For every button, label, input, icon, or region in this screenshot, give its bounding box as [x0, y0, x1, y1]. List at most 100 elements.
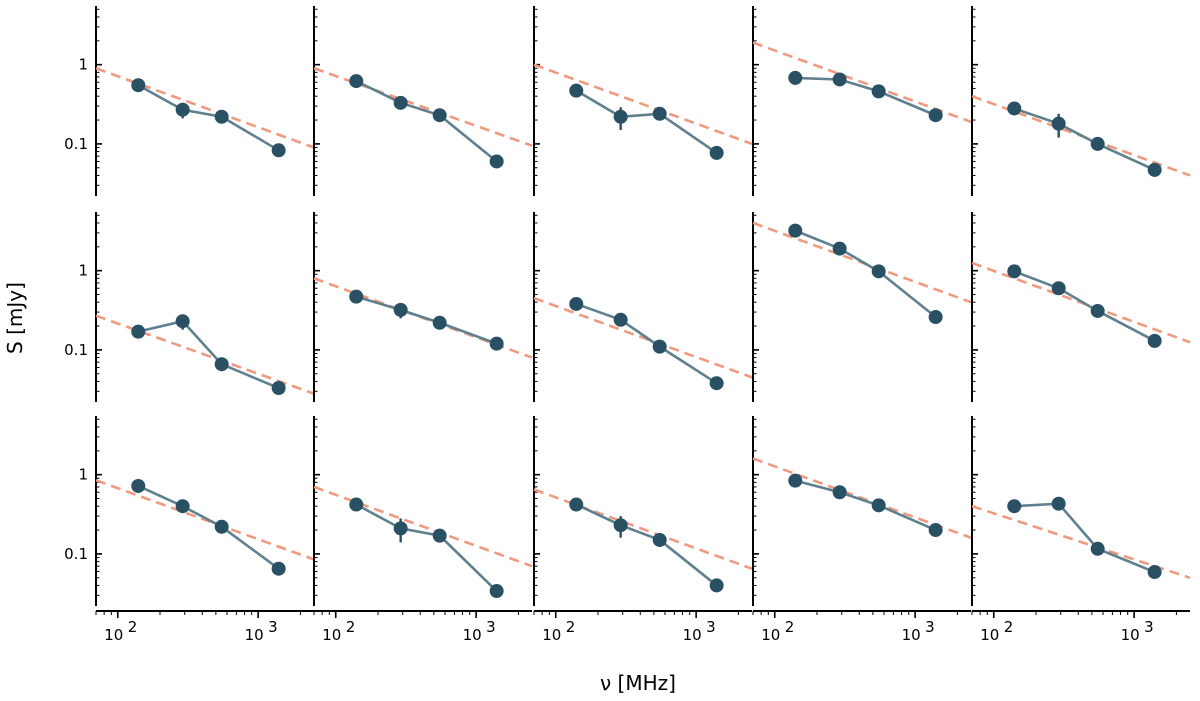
- flux-point: [569, 497, 584, 512]
- x-tick-label: 10: [1121, 626, 1140, 644]
- flux-point: [489, 584, 504, 599]
- flux-point: [432, 528, 447, 543]
- flux-point: [871, 264, 886, 279]
- spectrum-panel: [533, 212, 753, 402]
- flux-point: [788, 473, 803, 488]
- flux-point: [131, 324, 146, 339]
- y-tick-label: 0.1: [64, 545, 88, 563]
- y-tick-label: 1: [78, 56, 88, 74]
- flux-point: [928, 523, 943, 538]
- flux-series-line: [795, 76, 937, 117]
- spectrum-panel: [971, 212, 1191, 402]
- flux-series-line: [575, 503, 718, 587]
- spectrum-panel: [313, 6, 533, 196]
- power-law-fit-line: [313, 485, 533, 568]
- flux-series-line: [355, 295, 498, 345]
- x-tick-label: 10: [104, 626, 123, 644]
- flux-series-line: [355, 503, 498, 592]
- spectrum-panel: [313, 212, 533, 402]
- flux-series-line: [355, 79, 498, 163]
- flux-series-line: [575, 89, 718, 154]
- x-tick-exponent: 2: [128, 618, 138, 636]
- x-tick-exponent: 3: [706, 618, 716, 636]
- power-law-fit-line: [95, 67, 315, 149]
- x-tick-label: 10: [463, 626, 482, 644]
- flux-point: [432, 108, 447, 123]
- x-tick-label: 10: [542, 626, 561, 644]
- flux-point: [393, 95, 408, 110]
- x-axis: 10 2 10 3: [313, 610, 532, 644]
- flux-point: [131, 78, 146, 93]
- flux-point: [349, 497, 364, 512]
- flux-point: [1147, 333, 1162, 348]
- x-tick-label: 10: [322, 626, 341, 644]
- x-axis: 10 2 10 3: [533, 610, 752, 644]
- y-tick-label: 0.1: [64, 135, 88, 153]
- x-tick-exponent: 2: [566, 618, 576, 636]
- x-tick-label: 10: [245, 626, 264, 644]
- x-tick-label: 10: [683, 626, 702, 644]
- flux-series-line: [1014, 502, 1156, 574]
- flux-series-line: [575, 302, 718, 385]
- spectrum-panel: 10.1: [64, 212, 315, 402]
- flux-point: [1007, 499, 1022, 514]
- x-tick-label: 10: [761, 626, 780, 644]
- flux-point: [569, 296, 584, 311]
- flux-series-line: [137, 84, 280, 152]
- x-tick-exponent: 2: [1004, 618, 1014, 636]
- flux-point: [271, 381, 286, 396]
- flux-point: [1090, 303, 1105, 318]
- flux-point: [175, 499, 190, 514]
- flux-point: [652, 532, 667, 547]
- flux-point: [1051, 116, 1066, 131]
- y-axis-title: S [mJy]: [3, 282, 27, 354]
- spectrum-panel: [533, 416, 753, 606]
- flux-point: [271, 143, 286, 158]
- y-tick-label: 1: [78, 466, 88, 484]
- flux-series-line: [1013, 107, 1156, 172]
- flux-point: [1051, 281, 1066, 296]
- spectrum-panel: [752, 6, 972, 196]
- x-tick-exponent: 2: [785, 618, 795, 636]
- flux-point: [928, 310, 943, 325]
- flux-point: [131, 478, 146, 493]
- flux-point: [832, 241, 847, 256]
- x-tick-exponent: 3: [925, 618, 935, 636]
- x-tick-exponent: 2: [346, 618, 356, 636]
- power-law-fit-line: [95, 479, 315, 561]
- x-tick-label: 10: [980, 626, 999, 644]
- x-axis: 10 2 10 3: [95, 610, 314, 644]
- flux-point: [393, 302, 408, 317]
- flux-point: [709, 376, 724, 391]
- flux-point: [788, 223, 803, 238]
- power-law-fit-line: [971, 504, 1191, 579]
- flux-point: [214, 357, 229, 372]
- x-axis: 10 2 10 3: [752, 610, 971, 644]
- flux-point: [652, 339, 667, 354]
- flux-point: [1090, 136, 1105, 151]
- flux-point: [175, 314, 190, 329]
- flux-point: [214, 109, 229, 124]
- flux-point: [1007, 101, 1022, 116]
- flux-point: [1051, 496, 1066, 511]
- flux-point: [788, 70, 803, 85]
- flux-point: [569, 83, 584, 98]
- flux-point: [271, 561, 286, 576]
- flux-point: [832, 485, 847, 500]
- spectrum-panel: 10.1: [64, 6, 315, 196]
- y-tick-label: 1: [78, 262, 88, 280]
- flux-point: [613, 312, 628, 327]
- flux-point: [1147, 565, 1162, 580]
- flux-point: [393, 521, 408, 536]
- x-tick-exponent: 3: [486, 618, 496, 636]
- power-law-fit-line: [533, 296, 753, 379]
- flux-point: [489, 336, 504, 351]
- x-axis-title: ν [MHz]: [600, 671, 676, 695]
- spectrum-panel: 10.1: [64, 416, 315, 606]
- flux-point: [1007, 264, 1022, 279]
- flux-point: [349, 74, 364, 89]
- flux-point: [652, 106, 667, 121]
- flux-point: [1147, 162, 1162, 177]
- flux-series-line: [794, 229, 937, 319]
